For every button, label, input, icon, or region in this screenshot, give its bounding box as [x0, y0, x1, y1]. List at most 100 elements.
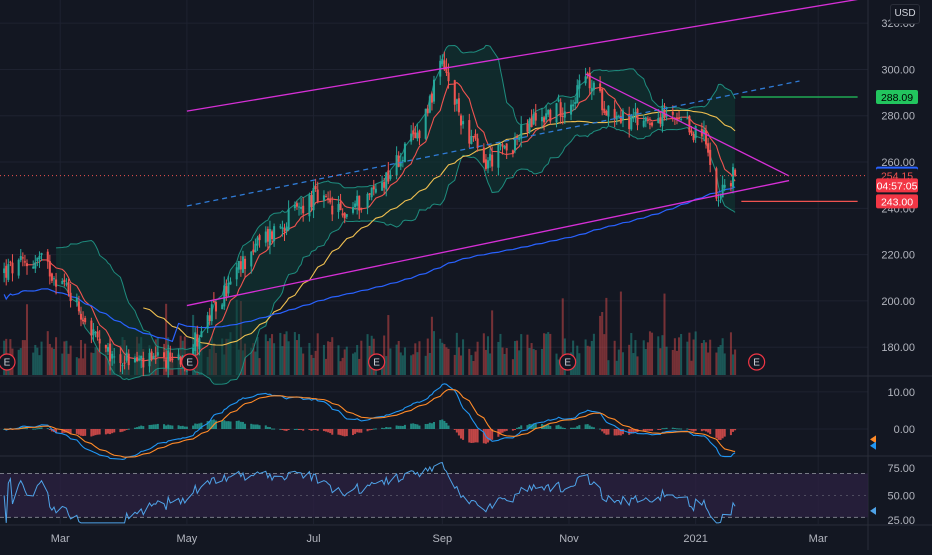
- volume-bar: [557, 359, 560, 375]
- volume-bar: [586, 345, 589, 375]
- volume-bar: [250, 347, 253, 375]
- volume-bar: [501, 347, 504, 375]
- candle-body: [607, 105, 610, 117]
- candle-body: [414, 132, 417, 139]
- macd-histogram-bar: [314, 429, 317, 430]
- candle-body: [489, 153, 492, 161]
- candle-body: [150, 351, 153, 359]
- macd-histogram-bar: [700, 429, 703, 432]
- volume-bar: [729, 332, 732, 375]
- macd-histogram-bar: [196, 423, 199, 429]
- candle-body: [46, 251, 49, 262]
- candle-body: [474, 133, 477, 139]
- macd-histogram-bar: [628, 429, 631, 435]
- macd-histogram-bar: [549, 426, 552, 429]
- macd-histogram-bar: [281, 429, 284, 430]
- candle-body: [169, 352, 172, 362]
- volume-bar: [657, 336, 660, 375]
- macd-histogram-bar: [661, 428, 664, 430]
- candle-body: [119, 354, 122, 364]
- macd-histogram-bar: [686, 428, 689, 430]
- candle-body: [615, 115, 618, 120]
- candle-body: [659, 117, 662, 124]
- volume-bar: [412, 354, 415, 375]
- macd-histogram-bar: [445, 422, 448, 429]
- volume-bar: [96, 348, 99, 375]
- candle-body: [325, 196, 328, 198]
- macd-histogram-bar: [605, 429, 608, 435]
- candle-body: [520, 125, 523, 139]
- macd-histogram-bar: [360, 429, 363, 433]
- volume-bar: [273, 343, 276, 375]
- volume-bar: [77, 358, 80, 375]
- macd-histogram-bar: [511, 429, 514, 431]
- volume-bar: [399, 352, 402, 375]
- currency-button[interactable]: USD: [890, 4, 920, 24]
- candle-body: [212, 300, 215, 302]
- macd-histogram-bar: [651, 429, 654, 431]
- candle-body: [563, 111, 566, 118]
- candle-body: [462, 121, 465, 125]
- candle-body: [61, 280, 64, 285]
- macd-histogram-bar: [167, 424, 170, 429]
- volume-bar: [555, 353, 558, 375]
- volume-bar: [302, 353, 305, 375]
- macd-histogram-bar: [518, 426, 521, 429]
- macd-histogram-bar: [717, 429, 720, 440]
- volume-bar: [285, 331, 288, 375]
- macd-histogram-bar: [572, 427, 575, 429]
- macd-histogram-bar: [678, 428, 681, 430]
- candle-body: [273, 226, 276, 242]
- macd-histogram-bar: [327, 429, 330, 433]
- volume-bar: [526, 334, 529, 375]
- macd-histogram-bar: [476, 429, 479, 443]
- macd-histogram-bar: [235, 420, 238, 429]
- macd-histogram-bar: [675, 428, 678, 430]
- candle-body: [617, 115, 620, 117]
- candle-body: [648, 123, 651, 125]
- candle-body: [237, 260, 240, 270]
- time-axis-label: Mar: [51, 533, 70, 545]
- volume-bar: [476, 341, 479, 375]
- candle-body: [79, 313, 83, 320]
- macd-histogram-bar: [513, 429, 517, 430]
- volume-bar: [574, 358, 577, 375]
- macd-histogram-bar: [410, 423, 413, 429]
- candle-body: [561, 115, 564, 118]
- macd-histogram-bar: [688, 429, 691, 430]
- rsi-axis-label: 50.00: [887, 490, 915, 502]
- macd-histogram-bar: [250, 423, 253, 429]
- macd-histogram-bar: [592, 427, 595, 429]
- macd-histogram-bar: [90, 429, 93, 437]
- candle-body: [67, 282, 70, 294]
- candle-body: [121, 365, 124, 367]
- candle-body: [279, 226, 282, 228]
- macd-histogram-bar: [140, 425, 143, 429]
- volume-bar: [293, 332, 296, 375]
- macd-histogram-bar: [574, 427, 577, 429]
- volume-bar: [432, 331, 436, 375]
- candle-body: [266, 229, 269, 242]
- candle-body: [732, 167, 735, 188]
- candle-body: [395, 155, 398, 176]
- volume-bar: [295, 340, 298, 375]
- volume-bar: [414, 343, 417, 375]
- macd-histogram-bar: [171, 425, 174, 429]
- candle-body: [570, 104, 573, 115]
- candle-body: [196, 334, 199, 347]
- price-tag-label: 288.09: [881, 92, 913, 104]
- candle-body: [140, 355, 143, 359]
- candle-body: [482, 147, 485, 163]
- candle-body: [709, 149, 712, 165]
- macd-histogram-bar: [322, 429, 325, 432]
- candle-body: [322, 195, 325, 201]
- macd-histogram-bar: [707, 429, 710, 433]
- candle-body: [385, 172, 388, 190]
- volume-bar: [690, 360, 693, 375]
- macd-histogram-bar: [630, 429, 633, 434]
- volume-bar: [532, 348, 535, 375]
- macd-histogram-bar: [673, 427, 676, 429]
- candle-body: [40, 252, 43, 256]
